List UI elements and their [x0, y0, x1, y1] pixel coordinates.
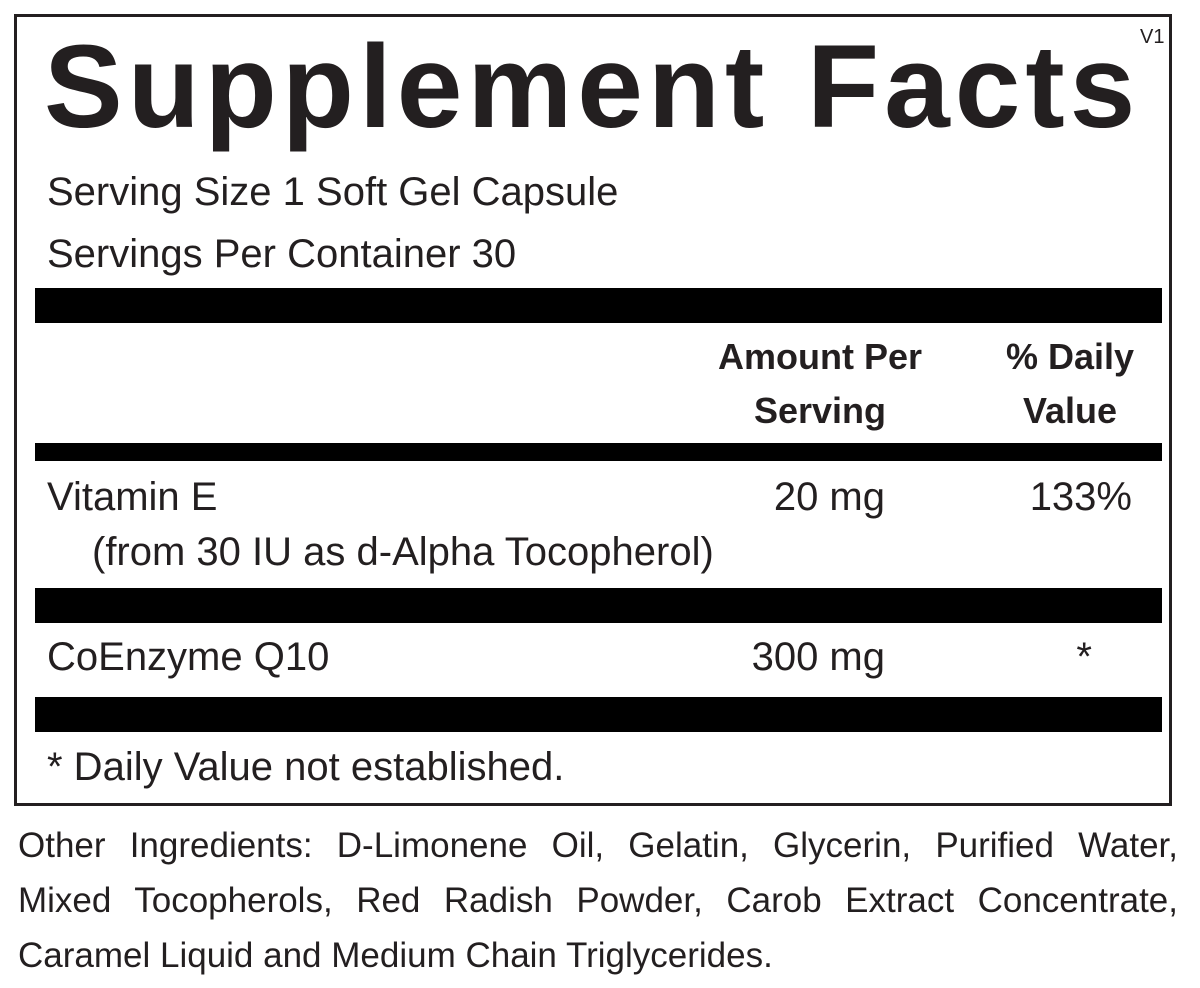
serving-size: Serving Size 1 Soft Gel Capsule: [47, 170, 619, 214]
daily-value-header: % Daily Value: [990, 330, 1150, 438]
nutrient-dv: 133%: [1029, 475, 1132, 519]
panel-title: Supplement Facts: [44, 21, 1141, 153]
nutrient-dv: *: [1076, 635, 1092, 679]
amount-header: Amount Per Serving: [700, 330, 940, 438]
supplement-facts-panel: [14, 14, 1172, 806]
amount-header-line2: Serving: [753, 390, 887, 431]
amount-header-line1: Amount Per: [717, 336, 922, 377]
nutrient-detail: (from 30 IU as d-Alpha Tocopherol): [92, 530, 714, 574]
dv-header-line1: % Daily: [1005, 336, 1135, 377]
nutrient-amount: 20 mg: [773, 475, 885, 519]
thick-divider: [35, 288, 1162, 323]
thick-divider: [35, 588, 1162, 623]
version-label: V1: [1140, 26, 1165, 48]
nutrient-name: Vitamin E: [47, 475, 218, 519]
thick-divider: [35, 697, 1162, 732]
footnote: * Daily Value not established.: [47, 745, 565, 789]
nutrient-name: CoEnzyme Q10: [47, 635, 330, 679]
medium-divider: [35, 443, 1162, 461]
nutrient-amount: 300 mg: [751, 635, 885, 679]
other-ingredients: Other Ingredients: D-Limonene Oil, Gelat…: [18, 826, 1178, 975]
servings-per-container: Servings Per Container 30: [47, 232, 517, 276]
dv-header-line2: Value: [1022, 390, 1118, 431]
